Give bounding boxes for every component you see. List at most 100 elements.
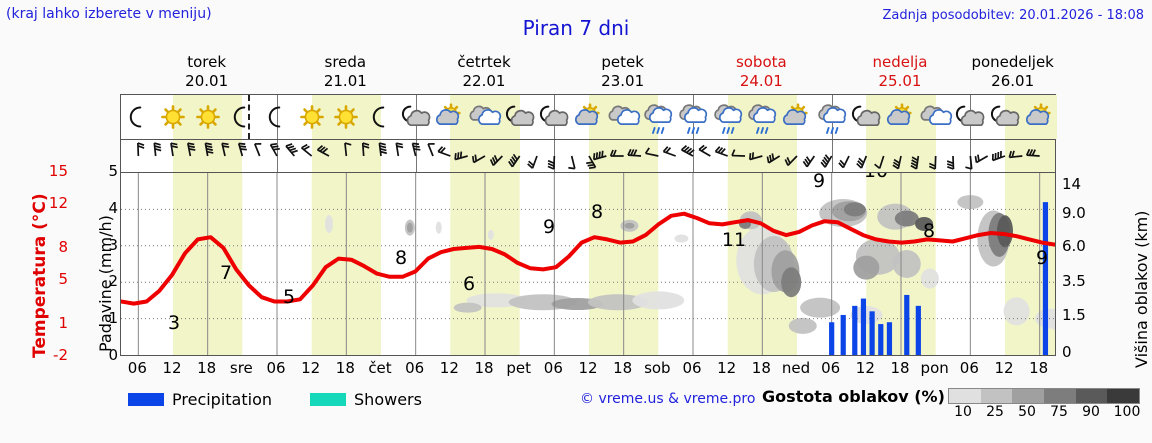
temperature-tick: 5 bbox=[58, 270, 68, 289]
time-tick-sob: sob bbox=[644, 359, 671, 377]
precipitation-tick: 1 bbox=[108, 309, 118, 328]
density-step-50 bbox=[1012, 389, 1045, 403]
time-tick-06: 06 bbox=[266, 359, 286, 377]
sky-icon-moon-cloud bbox=[397, 99, 435, 137]
density-tick-50: 50 bbox=[1018, 404, 1036, 420]
density-tick-25: 25 bbox=[986, 404, 1004, 420]
density-step-90 bbox=[1075, 389, 1108, 403]
time-tick-pet: pet bbox=[506, 359, 531, 377]
cloudheight-tick: 9.0 bbox=[1062, 204, 1086, 223]
day-date: 25.01 bbox=[878, 72, 922, 90]
time-tick-18: 18 bbox=[1029, 359, 1049, 377]
cloudheight-tick: 14 bbox=[1062, 174, 1082, 193]
density-step-100 bbox=[1107, 389, 1140, 403]
cloudheight-tick: 0 bbox=[1062, 343, 1072, 362]
density-tick-75: 75 bbox=[1050, 404, 1068, 420]
sky-icon-sun-cloud bbox=[1021, 99, 1059, 137]
temperature-axis-title: Temperatura (°C) bbox=[30, 193, 50, 358]
time-tick-12: 12 bbox=[717, 359, 737, 377]
sky-icon-sun-cloud bbox=[570, 99, 608, 137]
page-title: Piran 7 dni bbox=[522, 16, 630, 40]
day-header-četrtek: četrtek 22.01 bbox=[415, 52, 554, 91]
precip-legend: Precipitation Showers bbox=[128, 388, 422, 410]
temperature-point-label: 9 bbox=[1036, 247, 1048, 269]
cloud-density-ticks: 10 25 50 75 90 100 bbox=[940, 404, 1148, 422]
showers-legend-label: Showers bbox=[354, 389, 422, 409]
day-separator bbox=[831, 140, 833, 172]
sky-icon-cloud bbox=[605, 99, 643, 137]
time-tick-18: 18 bbox=[197, 359, 217, 377]
density-tick-10: 10 bbox=[954, 404, 972, 420]
sky-icon-sun bbox=[293, 99, 331, 137]
time-tick-12: 12 bbox=[439, 359, 459, 377]
sky-icon-moon bbox=[223, 99, 261, 137]
precipitation-tick: 2 bbox=[108, 272, 118, 291]
time-tick-pon: pon bbox=[920, 359, 949, 377]
time-tick-ned: ned bbox=[781, 359, 811, 377]
day-header-nedelja: nedelja 25.01 bbox=[831, 52, 970, 91]
day-date: 26.01 bbox=[991, 72, 1035, 90]
day-separator bbox=[277, 95, 278, 139]
copyright-link[interactable]: © vreme.us & vreme.pro bbox=[580, 391, 756, 407]
sky-icon-moon-cloud bbox=[535, 99, 573, 137]
showers-swatch bbox=[310, 392, 347, 406]
day-date: 23.01 bbox=[601, 72, 645, 90]
time-tick-12: 12 bbox=[162, 359, 182, 377]
sky-icon-sun bbox=[189, 99, 227, 137]
day-date: 24.01 bbox=[739, 72, 783, 90]
day-name: četrtek bbox=[457, 53, 511, 71]
temperature-point-label: 9 bbox=[543, 216, 555, 238]
sky-icon-sun-cloud bbox=[882, 99, 920, 137]
temperature-tick: -2 bbox=[53, 346, 68, 364]
day-name: torek bbox=[187, 53, 227, 71]
temperature-tick: 12 bbox=[48, 194, 68, 213]
sky-icon-moon-cloud bbox=[501, 99, 539, 137]
sky-icon-cloud-rain bbox=[639, 99, 677, 137]
time-tick-18: 18 bbox=[474, 359, 494, 377]
density-tick-100: 100 bbox=[1113, 404, 1141, 420]
location-menu-note[interactable]: (kraj lahko izberete v meniju) bbox=[6, 6, 212, 22]
time-tick-06: 06 bbox=[543, 359, 563, 377]
temperature-tick: 8 bbox=[58, 237, 68, 256]
sky-icon-cloud-rain bbox=[709, 99, 747, 137]
density-step-25 bbox=[980, 389, 1013, 403]
density-tick-90: 90 bbox=[1082, 404, 1100, 420]
temperature-point-label: 5 bbox=[283, 286, 295, 308]
temperature-tick: 15 bbox=[48, 162, 68, 180]
cloud-density-title: Gostota oblakov (%) bbox=[762, 387, 945, 406]
meteogram-svg: 3937586981191089 bbox=[121, 173, 1055, 355]
sky-icon-cloud bbox=[917, 99, 955, 137]
time-tick-18: 18 bbox=[335, 359, 355, 377]
sky-condition-panel bbox=[120, 94, 1059, 140]
temperature-tick: 1 bbox=[58, 313, 68, 332]
temperature-curve bbox=[121, 211, 1055, 306]
meteogram-plot: 3937586981191089 bbox=[120, 172, 1056, 356]
day-header-band: torek 20.01 sreda 21.01 četrtek 22.01 petek 23.… bbox=[120, 52, 1056, 92]
time-tick-06: 06 bbox=[821, 359, 841, 377]
day-header-sobota: sobota 24.01 bbox=[692, 52, 831, 91]
wind-barb-panel bbox=[120, 140, 1056, 172]
day-name: sobota bbox=[735, 53, 787, 71]
time-tick-06: 06 bbox=[127, 359, 147, 377]
gridlines bbox=[121, 173, 1055, 355]
sky-icon-moon-cloud bbox=[847, 99, 885, 137]
temperature-point-label: 3 bbox=[168, 312, 180, 334]
time-tick-sre: sre bbox=[229, 359, 253, 377]
day-header-sreda: sreda 21.01 bbox=[276, 52, 415, 91]
last-updated: Zadnja posodobitev: 20.01.2026 - 18:08 bbox=[882, 8, 1144, 23]
temperature-point-label: 8 bbox=[591, 201, 603, 223]
time-tick-12: 12 bbox=[301, 359, 321, 377]
temperature-point-label: 11 bbox=[722, 229, 746, 251]
day-header-torek: torek 20.01 bbox=[137, 52, 276, 91]
time-tick-12: 12 bbox=[578, 359, 598, 377]
precipitation-swatch bbox=[128, 392, 164, 406]
sky-icon-moon bbox=[362, 99, 400, 137]
day-separator bbox=[554, 140, 556, 172]
time-tick-čet: čet bbox=[368, 359, 392, 377]
sky-icon-cloud-rain bbox=[743, 99, 781, 137]
sky-icon-moon-cloud bbox=[951, 99, 989, 137]
day-date: 22.01 bbox=[462, 72, 506, 90]
precipitation-tick: 4 bbox=[108, 198, 118, 217]
day-name: sreda bbox=[324, 53, 367, 71]
density-step-75 bbox=[1044, 389, 1076, 403]
